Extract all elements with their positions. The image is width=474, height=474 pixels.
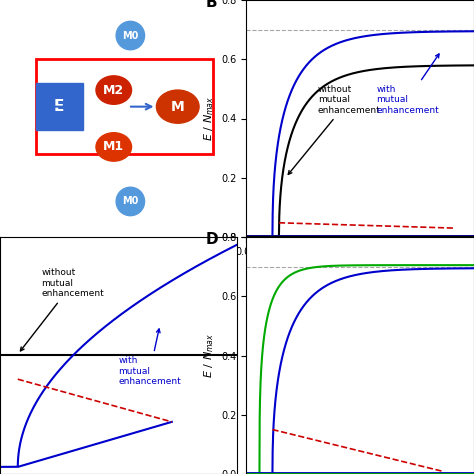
Text: M0: M0 — [122, 30, 138, 41]
Text: M0: M0 — [122, 196, 138, 207]
Ellipse shape — [96, 133, 131, 161]
Text: M: M — [171, 100, 185, 114]
X-axis label: $\eta_{me}$: $\eta_{me}$ — [348, 262, 372, 276]
Text: with
mutual
enhancement: with mutual enhancement — [118, 329, 181, 386]
Y-axis label: $E\ /\ N_{max}$: $E\ /\ N_{max}$ — [202, 96, 216, 141]
Ellipse shape — [96, 76, 131, 104]
Bar — [36, 83, 83, 130]
Bar — [36, 59, 213, 154]
Ellipse shape — [156, 90, 199, 123]
Y-axis label: $E\ /\ N_{max}$: $E\ /\ N_{max}$ — [202, 333, 216, 378]
Text: E: E — [54, 99, 64, 114]
Circle shape — [116, 187, 145, 216]
Text: without
mutual
enhancement: without mutual enhancement — [20, 268, 104, 351]
Circle shape — [116, 21, 145, 50]
Text: without
mutual
enhancement: without mutual enhancement — [288, 85, 381, 174]
Text: B: B — [206, 0, 217, 10]
Text: M1: M1 — [103, 140, 124, 154]
Text: M2: M2 — [103, 83, 124, 97]
Text: D: D — [206, 232, 218, 247]
Text: with
mutual
enhancement: with mutual enhancement — [376, 54, 439, 115]
